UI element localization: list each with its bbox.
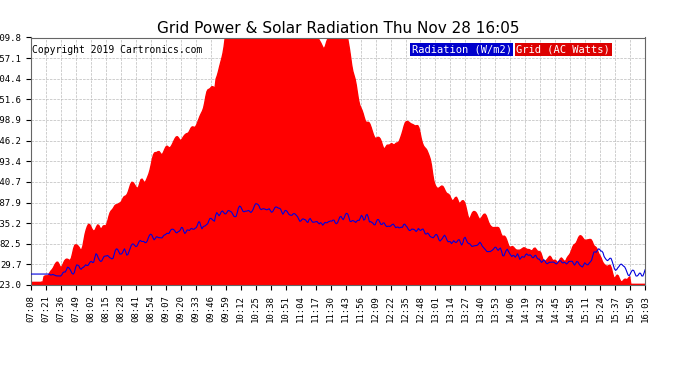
Text: Radiation (W/m2): Radiation (W/m2) (412, 45, 512, 55)
Title: Grid Power & Solar Radiation Thu Nov 28 16:05: Grid Power & Solar Radiation Thu Nov 28 … (157, 21, 520, 36)
Text: Copyright 2019 Cartronics.com: Copyright 2019 Cartronics.com (32, 45, 203, 55)
Text: Grid (AC Watts): Grid (AC Watts) (516, 45, 610, 55)
